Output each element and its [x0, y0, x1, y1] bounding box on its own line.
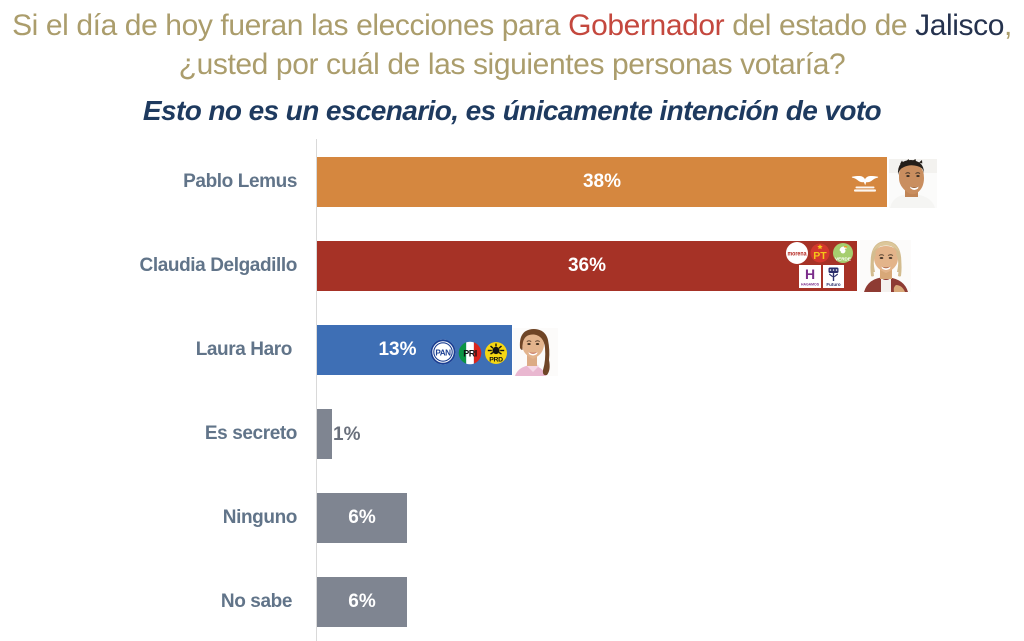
svg-text:PRD: PRD: [489, 357, 503, 364]
svg-text:VERDE: VERDE: [835, 257, 851, 262]
svg-text:PT: PT: [813, 250, 827, 262]
svg-text:HAGAMOS: HAGAMOS: [801, 283, 819, 287]
svg-text:Futuro: Futuro: [826, 282, 840, 287]
svg-text:PAN: PAN: [435, 349, 451, 358]
svg-text:morena: morena: [788, 251, 807, 258]
svg-text:PRI: PRI: [463, 349, 477, 359]
svg-text:H: H: [805, 266, 815, 282]
